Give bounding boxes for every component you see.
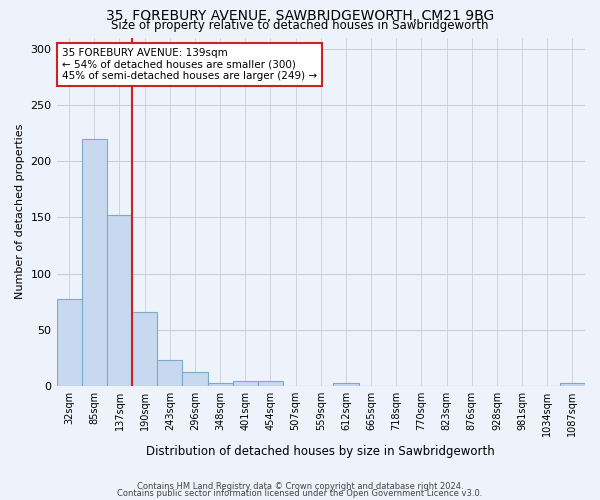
Bar	[107, 215, 132, 386]
Bar	[233, 382, 258, 386]
Bar	[132, 312, 157, 386]
Bar	[208, 382, 233, 386]
Bar	[56, 300, 82, 386]
Bar	[334, 382, 359, 386]
Y-axis label: Number of detached properties: Number of detached properties	[15, 124, 25, 300]
Bar	[258, 382, 283, 386]
Bar	[560, 382, 585, 386]
Text: Size of property relative to detached houses in Sawbridgeworth: Size of property relative to detached ho…	[111, 18, 489, 32]
Text: Contains public sector information licensed under the Open Government Licence v3: Contains public sector information licen…	[118, 488, 482, 498]
Text: 35, FOREBURY AVENUE, SAWBRIDGEWORTH, CM21 9BG: 35, FOREBURY AVENUE, SAWBRIDGEWORTH, CM2…	[106, 9, 494, 23]
Text: 35 FOREBURY AVENUE: 139sqm
← 54% of detached houses are smaller (300)
45% of sem: 35 FOREBURY AVENUE: 139sqm ← 54% of deta…	[62, 48, 317, 81]
Bar	[82, 138, 107, 386]
Bar	[182, 372, 208, 386]
X-axis label: Distribution of detached houses by size in Sawbridgeworth: Distribution of detached houses by size …	[146, 444, 495, 458]
Text: Contains HM Land Registry data © Crown copyright and database right 2024.: Contains HM Land Registry data © Crown c…	[137, 482, 463, 491]
Bar	[157, 360, 182, 386]
